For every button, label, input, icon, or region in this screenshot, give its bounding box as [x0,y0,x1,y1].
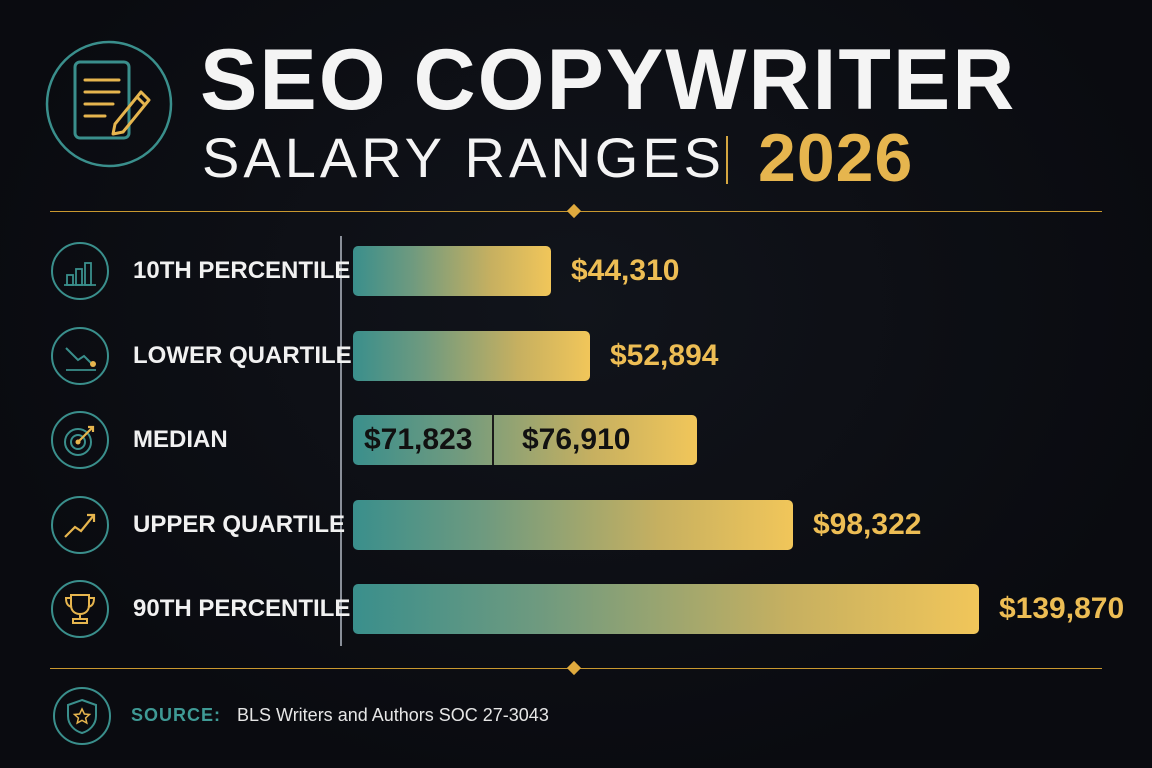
diamond-icon [566,660,582,676]
median-low-label: $71,823 [364,423,473,456]
chart-axis-line [340,236,342,646]
median-separator [492,415,494,465]
value-label: $98,322 [813,508,922,541]
document-pencil-icon [45,40,173,168]
bar [353,246,551,296]
value-label: $139,870 [999,592,1125,625]
target-icon [50,410,110,470]
value-label: $52,894 [610,339,719,372]
bottom-divider [50,660,1102,676]
median-high-label: $76,910 [522,423,631,456]
bar: $71,823 $76,910 [353,415,697,465]
trend-down-icon [50,326,110,386]
category-label: 10TH PERCENTILE [133,257,351,284]
page-title: SEO COPYWRITER [200,32,1017,128]
shield-star-icon [52,686,112,746]
value-label: $44,310 [571,254,680,287]
category-label: LOWER QUARTILE [133,342,352,369]
top-divider [50,203,1102,219]
category-label: MEDIAN [133,426,228,453]
bar [353,584,979,634]
bar [353,331,590,381]
trophy-icon [50,579,110,639]
bar [353,500,793,550]
diamond-icon [566,203,582,219]
bar-chart-icon [50,241,110,301]
category-label: UPPER QUARTILE [133,511,346,538]
title-separator [726,136,728,184]
trend-up-icon [50,495,110,555]
source-text: BLS Writers and Authors SOC 27-3043 [237,705,549,725]
page-subtitle: SALARY RANGES [202,126,726,189]
source-label: SOURCE: [131,705,222,725]
title-year: 2026 [758,120,914,196]
category-label: 90TH PERCENTILE [133,595,351,622]
